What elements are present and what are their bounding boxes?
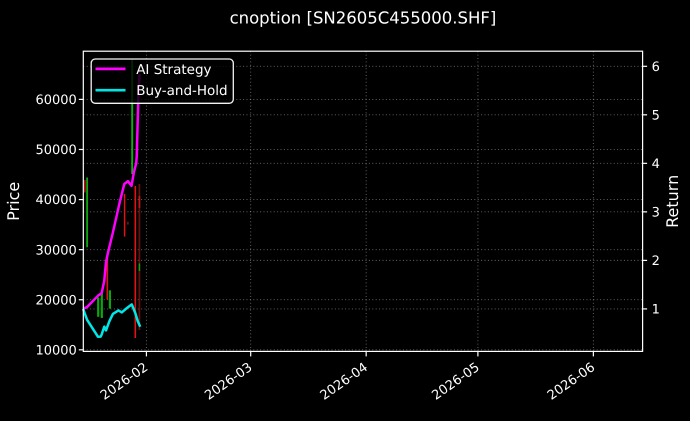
date-tick-label-2026-03: 2026-03 [202, 360, 255, 403]
price-tick-label-60000: 60000 [35, 93, 76, 108]
date-tick-label-2026-02: 2026-02 [98, 360, 151, 403]
date-tick-label-2026-05: 2026-05 [429, 360, 482, 403]
legend: AI Strategy Buy-and-Hold [90, 58, 234, 104]
legend-box [90, 58, 234, 104]
date-tick-label-2026-06: 2026-06 [545, 360, 598, 403]
return-tick-label-2: 2 [652, 254, 660, 269]
return-axis-label: Return [663, 175, 682, 228]
ai-strategy-line [82, 73, 141, 311]
return-tick-label-6: 6 [652, 60, 660, 75]
price-tick-label-40000: 40000 [35, 193, 76, 208]
return-tick-label-3: 3 [652, 205, 660, 220]
price-tick-label-10000: 10000 [35, 343, 76, 358]
chart-title: cnoption [SN2605C455000.SHF] [230, 9, 497, 28]
return-tick-label-4: 4 [652, 157, 660, 172]
plot-border [82, 50, 644, 353]
legend-label-buy-and-hold: Buy-and-Hold [136, 83, 227, 99]
price-tick-label-50000: 50000 [35, 143, 76, 158]
price-tick-label-30000: 30000 [35, 243, 76, 258]
return-tick-label-5: 5 [652, 108, 660, 123]
legend-label-ai-strategy: AI Strategy [136, 62, 211, 78]
date-tick-label-2026-04: 2026-04 [318, 360, 371, 403]
gridlines [83, 51, 643, 352]
buy-and-hold-line [81, 303, 142, 339]
return-tick-label-1: 1 [652, 303, 660, 318]
candlesticks [84, 58, 141, 339]
price-tick-label-20000: 20000 [35, 293, 76, 308]
tick-marks [78, 65, 648, 357]
price-axis-label: Price [4, 182, 23, 221]
overlay-lines [81, 73, 142, 339]
